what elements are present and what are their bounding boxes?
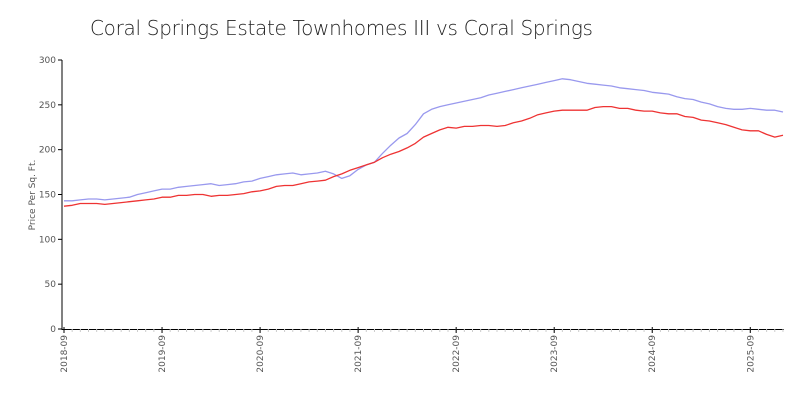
x-tick-label: 2023-09 — [550, 335, 560, 373]
chart-title: Coral Springs Estate Townhomes III vs Co… — [90, 16, 593, 40]
x-tick-label: 2025-09 — [746, 335, 756, 373]
series-line — [64, 78, 784, 202]
y-axis-label: Price Per Sq. Ft. — [28, 160, 38, 231]
x-tick-label: 2021-09 — [354, 335, 364, 373]
x-axis: 2018-09 2019-09 2020-09 2021-09 2022-09 2023-… — [60, 327, 784, 373]
y-tick-label: 250 — [39, 101, 56, 111]
y-tick-label: 150 — [39, 191, 56, 201]
x-tick-label: 2022-09 — [452, 335, 462, 373]
x-tick-label: 2024-09 — [648, 335, 658, 373]
y-tick-label: 200 — [39, 146, 56, 156]
x-tick-label: 2019-09 — [158, 335, 168, 373]
x-tick-label: 2018-09 — [60, 335, 70, 373]
chart-lines — [63, 78, 784, 207]
y-tick-label: 50 — [45, 280, 57, 290]
y-tick-label: 300 — [39, 56, 56, 66]
y-tick-label: 0 — [50, 325, 56, 335]
x-tick-label: 2020-09 — [256, 335, 266, 373]
y-axis: 0 50 100 150 200 250 300 — [39, 56, 63, 335]
series-line — [63, 105, 784, 207]
y-tick-label: 100 — [39, 235, 56, 245]
